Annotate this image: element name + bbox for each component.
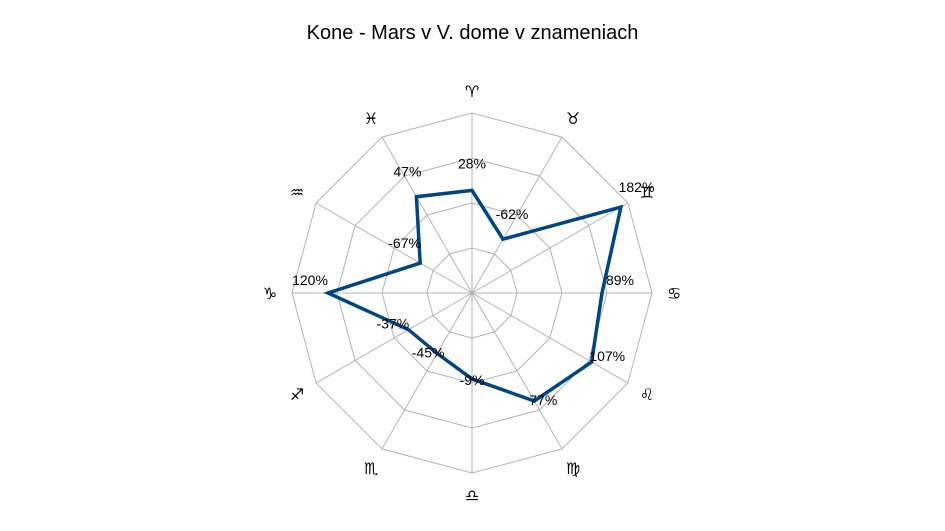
data-label: 28%	[458, 155, 486, 171]
series-line	[323, 188, 624, 403]
grid-spoke	[471, 292, 629, 384]
category-label: ♈	[465, 82, 479, 101]
data-label: -67%	[388, 235, 421, 251]
category-label: ♓	[364, 109, 378, 128]
category-label: ♐	[290, 385, 304, 404]
grid-spoke	[471, 136, 563, 294]
data-label: 89%	[606, 272, 634, 288]
radar-grid	[291, 112, 653, 474]
chart-title: Kone - Mars v V. dome v znameniach	[306, 22, 639, 44]
grid-spoke	[381, 136, 473, 294]
category-label: ♊	[640, 183, 654, 202]
category-label: ♏	[364, 459, 378, 478]
category-labels-group: ♈ ♓ ♒ ♑ ♐ ♏ ♎ ♍ ♌ ♋ ♊ ♉	[263, 82, 681, 505]
data-label: 182%	[619, 179, 655, 195]
data-label: -62%	[496, 206, 529, 222]
category-label: ♉	[566, 109, 580, 128]
grid-spoke	[315, 202, 473, 294]
data-label: 107%	[589, 348, 625, 364]
data-label: 120%	[292, 272, 328, 288]
data-label: 77%	[529, 392, 557, 408]
grid-spoke	[471, 202, 629, 294]
data-label: -9%	[460, 372, 485, 388]
grid-spoke	[471, 292, 563, 450]
category-label: ♌	[640, 385, 654, 404]
grid-spoke	[381, 292, 473, 450]
category-label: ♎	[465, 486, 479, 505]
category-label: ♋	[667, 284, 681, 303]
data-label: -37%	[377, 316, 410, 332]
category-label: ♒	[290, 183, 304, 202]
data-label: 47%	[393, 164, 421, 180]
category-label: ♑	[263, 284, 277, 303]
data-label: -45%	[412, 345, 445, 361]
data-labels-group: 28% 47% -67% 120% -37%-45% -9% 77% 107% 89% 182% -…	[292, 155, 654, 408]
grid-spoke	[315, 292, 473, 384]
category-label: ♍	[566, 459, 580, 478]
series-group	[323, 188, 624, 403]
